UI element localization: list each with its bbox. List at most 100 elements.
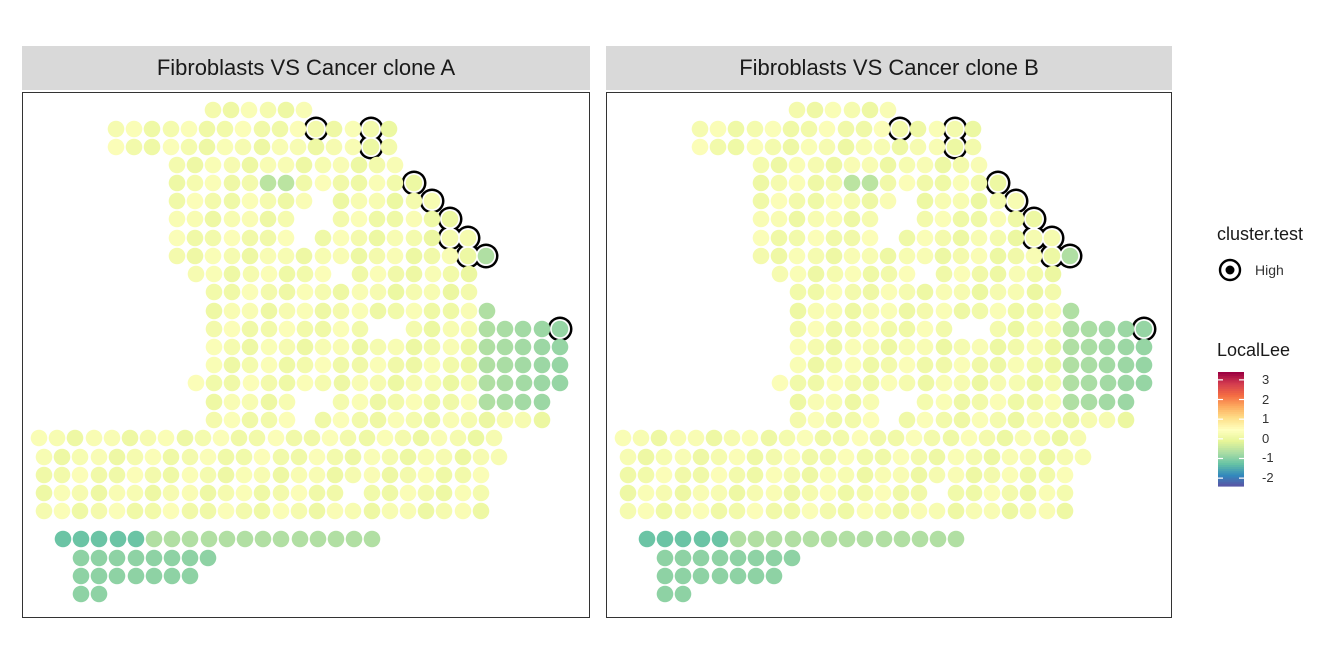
spot-point [236,530,254,548]
spot-point [1038,484,1056,502]
spot-point [789,265,807,283]
spot-point [728,448,746,466]
spot-point [952,247,970,265]
spot-point [1001,484,1019,502]
spot-point [496,320,514,338]
spot-point [619,466,637,484]
spot-point [916,338,934,356]
spot-point [278,338,296,356]
colorbar-segment [1218,387,1244,390]
spot-point [746,120,764,138]
spot-point [826,265,844,283]
spot-point [181,484,199,502]
spot-point [454,448,472,466]
spot-point [965,484,983,502]
spot-point [953,393,971,411]
spot-point [259,247,277,265]
spot-point [472,448,490,466]
spot-point [423,411,441,429]
spot-point [259,156,277,174]
spot-point [423,302,441,320]
spot-point [241,411,259,429]
spot-point [387,265,405,283]
spot-point [90,484,108,502]
colorbar-tick-label: -2 [1262,470,1274,486]
spot-point [970,192,988,210]
spot-point [181,448,199,466]
spot-point [296,356,314,374]
spot-point [168,174,186,192]
spot-point [1117,338,1135,356]
spot-point [127,549,145,567]
spot-point [1044,411,1062,429]
spot-point [35,448,53,466]
spot-point [747,549,765,567]
spot-point [856,466,874,484]
spot-point [1038,502,1056,520]
spot-point [983,448,1001,466]
spot-point [789,356,807,374]
spot-point [272,448,290,466]
spot-point [825,229,843,247]
spot-point [1099,374,1117,392]
spot-point [752,156,770,174]
spot-point [326,484,344,502]
spot-point-high [551,320,569,338]
spot-point [964,120,982,138]
colorbar-segment [1218,448,1244,451]
spot-point [752,174,770,192]
spot-point [691,120,709,138]
spot-point [1044,302,1062,320]
colorbar-segment [1218,394,1244,398]
spot-point-high [946,120,964,138]
spot-point [278,411,296,429]
panel-b-plot [606,92,1172,618]
spot-point [423,283,441,301]
spot-point [260,338,278,356]
spot-point [332,174,350,192]
spot-point [789,283,807,301]
spot-point [971,411,989,429]
colorbar-segment [1218,453,1244,457]
colorbar-segment [1218,467,1244,470]
spot-point [843,229,861,247]
spot-point [705,429,723,447]
spot-point [656,530,674,548]
spot-point [496,411,514,429]
spot-point [898,338,916,356]
spot-point [399,448,417,466]
spot-point [788,156,806,174]
colorbar-segment [1218,484,1244,487]
spot-point [186,192,204,210]
spot-point [204,229,222,247]
spot-point [423,320,441,338]
spot-point [869,429,887,447]
spot-point [953,283,971,301]
spot-point [880,356,898,374]
spot-point [989,393,1007,411]
spot-point [332,356,350,374]
spot-point [729,549,747,567]
spot-point [108,448,126,466]
spot-point [861,101,879,119]
spot-point-high [989,174,1007,192]
legend-cluster-title: cluster.test [1217,224,1304,244]
spot-point [843,210,861,228]
spot-point-high [459,247,477,265]
spot-point [971,265,989,283]
spot-point [784,530,802,548]
spot-point [674,567,692,585]
spot-point [837,484,855,502]
spot-point [807,156,825,174]
spot-point [417,502,435,520]
spot-point [241,192,259,210]
spot-point [1044,374,1062,392]
colorbar-segment [1218,482,1244,485]
spot-point [351,320,369,338]
spot-point [234,120,252,138]
spot-point [126,448,144,466]
spot-point [35,484,53,502]
spot-point [1007,393,1025,411]
spot-point [947,448,965,466]
spot-point [674,466,692,484]
